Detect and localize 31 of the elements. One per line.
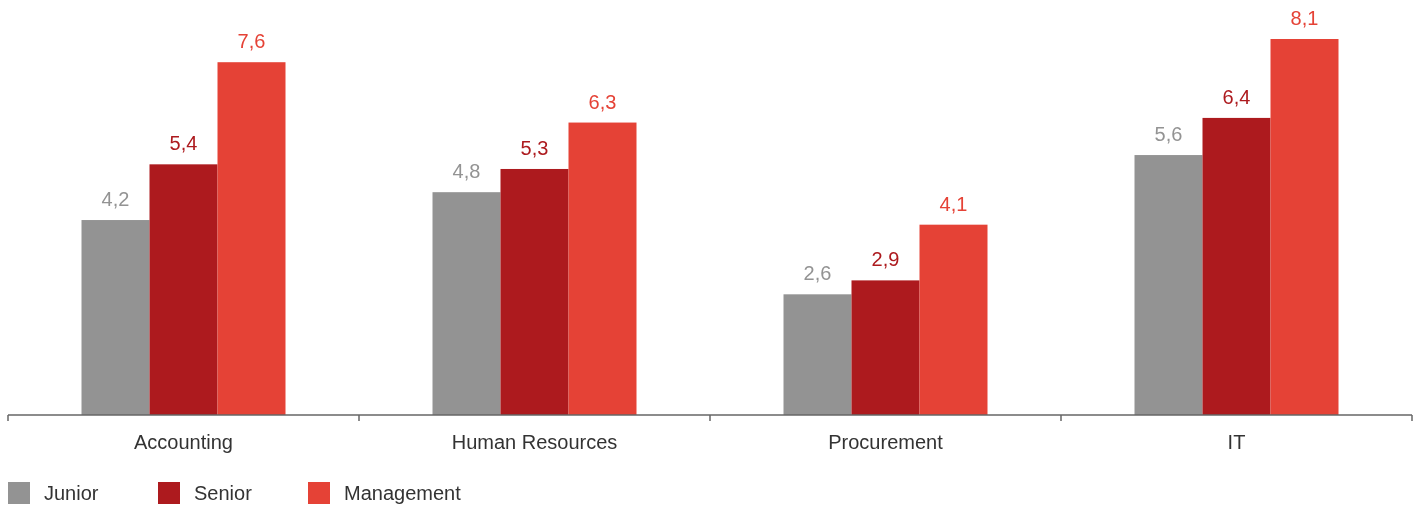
x-tick-label: Human Resources bbox=[451, 431, 618, 453]
bar bbox=[919, 224, 988, 415]
bar bbox=[81, 220, 150, 415]
bar bbox=[149, 164, 218, 415]
x-tick-label: Procurement bbox=[828, 431, 944, 453]
bar bbox=[1134, 155, 1203, 415]
bar bbox=[851, 280, 920, 415]
data-label: 2,9 bbox=[871, 248, 900, 271]
x-tick-label: IT bbox=[1227, 431, 1246, 453]
x-tick-label: Accounting bbox=[134, 431, 233, 453]
bar bbox=[1202, 117, 1271, 415]
data-label: 5,3 bbox=[520, 136, 549, 159]
data-label: 6,3 bbox=[588, 90, 617, 113]
bar bbox=[217, 62, 286, 415]
data-label: 2,6 bbox=[803, 262, 832, 285]
data-label: 4,1 bbox=[939, 192, 968, 215]
data-label: 8,1 bbox=[1290, 7, 1319, 29]
data-label: 4,8 bbox=[452, 160, 481, 183]
bar bbox=[1270, 39, 1339, 415]
bar bbox=[432, 192, 501, 415]
data-label: 6,4 bbox=[1222, 85, 1251, 108]
data-label: 4,2 bbox=[101, 188, 130, 211]
bar bbox=[783, 294, 852, 415]
data-label: 5,6 bbox=[1154, 123, 1183, 146]
legend-label: Senior bbox=[194, 482, 253, 504]
bar bbox=[500, 168, 569, 415]
bar bbox=[568, 122, 637, 415]
data-label: 7,6 bbox=[237, 30, 266, 53]
legend-label: Junior bbox=[44, 482, 99, 504]
data-label: 5,4 bbox=[169, 132, 198, 155]
legend-label: Management bbox=[344, 482, 462, 504]
